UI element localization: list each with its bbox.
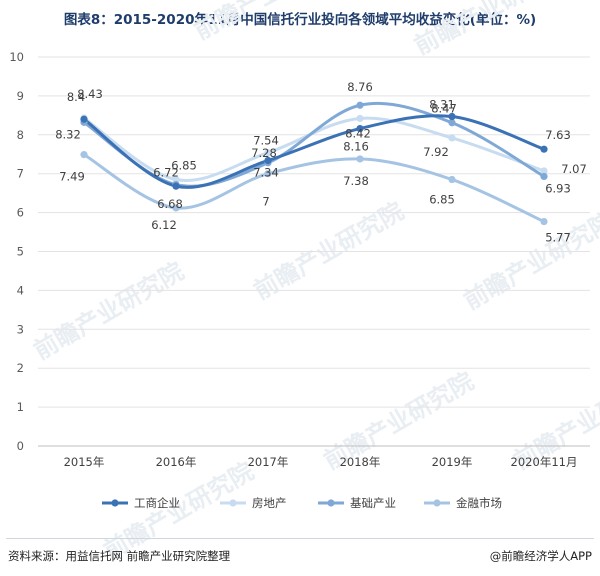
source-note: 资料来源：用益信托网 前瞻产业研究院整理 bbox=[8, 549, 231, 563]
x-tick-label: 2020年11月 bbox=[511, 455, 578, 469]
data-point bbox=[172, 175, 180, 184]
x-tick-label: 2018年 bbox=[340, 455, 381, 469]
data-point bbox=[80, 151, 88, 159]
brand-credit: @前瞻经济学人APP bbox=[489, 549, 592, 563]
data-point bbox=[448, 119, 456, 127]
data-label: 8.43 bbox=[77, 87, 103, 101]
data-label: 8.32 bbox=[55, 127, 81, 141]
x-tick-label: 2019年 bbox=[432, 455, 473, 469]
x-tick-label: 2016年 bbox=[156, 455, 197, 469]
watermark-4: 前瞻产业研究院 bbox=[459, 207, 600, 315]
data-label: 7.63 bbox=[545, 128, 571, 142]
legend-marker bbox=[433, 499, 441, 507]
data-point bbox=[540, 167, 548, 175]
footer-divider bbox=[6, 538, 594, 539]
y-axis: 0 1 2 3 4 5 6 7 8 9 10 bbox=[9, 50, 24, 453]
y-tick-label: 2 bbox=[17, 361, 24, 375]
data-point bbox=[540, 217, 548, 226]
data-label: 8.47 bbox=[431, 102, 457, 116]
data-label: 8.76 bbox=[347, 80, 373, 94]
data-label: 6.12 bbox=[151, 218, 177, 232]
data-point bbox=[356, 124, 364, 133]
data-label: 7.07 bbox=[561, 162, 587, 176]
chart-title: 图表8：2015-2020年11月中国信托行业投向各领域平均收益变化(单位：%) bbox=[63, 12, 537, 28]
data-label: 8.42 bbox=[345, 126, 371, 140]
data-point bbox=[540, 172, 548, 181]
watermark-2: 前瞻产业研究院 bbox=[29, 257, 188, 365]
series-line-3 bbox=[82, 153, 546, 224]
data-point bbox=[172, 182, 180, 190]
legend-label: 工商企业 bbox=[134, 496, 180, 510]
series-points bbox=[80, 101, 548, 226]
data-label: 7.54 bbox=[253, 134, 279, 148]
legend-label: 金融市场 bbox=[456, 496, 502, 510]
y-tick-label: 6 bbox=[17, 206, 24, 220]
y-tick-label: 5 bbox=[17, 245, 24, 259]
data-point bbox=[264, 156, 272, 165]
data-labels: 8.4 6.68 7.34 8.16 8.47 7.63 8.43 6.85 7.54 8.42 7… bbox=[55, 80, 587, 244]
y-tick-label: 3 bbox=[17, 322, 24, 336]
series-line-0 bbox=[82, 114, 546, 189]
data-point bbox=[356, 101, 364, 109]
data-label: 7.38 bbox=[343, 174, 369, 188]
watermark-0: 前瞻产业研究院 bbox=[190, 0, 351, 45]
data-point bbox=[540, 145, 548, 153]
data-point bbox=[264, 170, 272, 178]
data-label: 6.85 bbox=[429, 193, 455, 207]
legend: 工商企业 房地产 基础产业 金融市场 bbox=[102, 496, 502, 510]
data-label: 8.16 bbox=[343, 140, 369, 154]
data-label: 7.92 bbox=[423, 145, 449, 159]
data-point bbox=[448, 134, 456, 142]
legend-label: 基础产业 bbox=[350, 496, 396, 510]
y-tick-label: 9 bbox=[17, 89, 24, 103]
data-label: 6.72 bbox=[153, 166, 179, 180]
data-point bbox=[448, 175, 456, 184]
data-label: 7.28 bbox=[251, 146, 277, 160]
data-point bbox=[80, 115, 88, 123]
y-tick-label: 4 bbox=[17, 283, 24, 297]
data-label: 6.68 bbox=[157, 197, 183, 211]
x-tick-label: 2015年 bbox=[64, 455, 105, 469]
data-label: 5.77 bbox=[545, 231, 571, 245]
data-label: 8.31 bbox=[429, 98, 455, 112]
data-point bbox=[264, 149, 272, 157]
data-label: 6.93 bbox=[545, 181, 571, 195]
y-tick-label: 0 bbox=[17, 439, 24, 453]
data-point bbox=[448, 112, 456, 121]
data-label: 6.85 bbox=[171, 159, 197, 173]
data-point bbox=[356, 114, 364, 123]
y-tick-label: 1 bbox=[17, 400, 24, 414]
series-lines bbox=[82, 101, 546, 224]
y-tick-label: 8 bbox=[17, 128, 24, 142]
legend-marker bbox=[229, 499, 237, 507]
data-point bbox=[172, 204, 180, 212]
data-point bbox=[356, 155, 364, 163]
x-tick-label: 2017年 bbox=[248, 455, 289, 469]
y-tick-label: 7 bbox=[17, 167, 24, 181]
legend-marker bbox=[111, 499, 119, 507]
watermark-1: 前瞻产业研究院 bbox=[410, 0, 571, 60]
data-label: 7 bbox=[262, 195, 269, 209]
data-label: 7.49 bbox=[59, 170, 85, 184]
legend-marker bbox=[327, 499, 335, 507]
grid bbox=[38, 56, 590, 447]
data-label: 8.4 bbox=[67, 90, 85, 104]
data-label: 7.34 bbox=[253, 165, 279, 179]
legend-label: 房地产 bbox=[252, 496, 287, 510]
y-tick-label: 10 bbox=[9, 50, 24, 64]
x-axis: 2015年 2016年 2017年 2018年 2019年 2020年11月 bbox=[64, 455, 578, 469]
